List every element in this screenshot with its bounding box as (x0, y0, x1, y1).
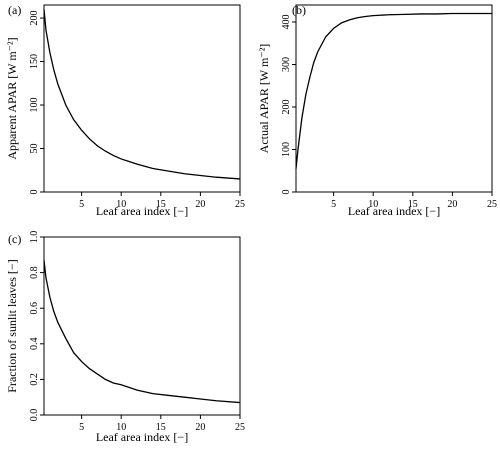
series-line (295, 12, 492, 169)
panel-2: 5 10 15 20 25 0 100 200 300 400(b) Leaf area index… (257, 3, 497, 218)
x-tick-label: 15 (156, 199, 166, 210)
y-tick-label: 0.0 (29, 409, 40, 422)
x-tick-label: 25 (235, 199, 245, 210)
y-tick-label: 50 (29, 144, 40, 154)
y-tick-label: 1.0 (29, 231, 40, 244)
x-tick-label: 5 (79, 199, 84, 210)
y-tick-label: 0.4 (29, 338, 40, 351)
y-axis-label: Fraction of sunlit leaves [−] (5, 259, 19, 392)
x-tick-label: 5 (79, 422, 84, 433)
x-axis-label: Leaf area index [−] (96, 204, 188, 218)
y-tick-label: 100 (29, 98, 40, 113)
panel-label: (b) (292, 3, 306, 17)
panel-label: (a) (8, 3, 21, 17)
y-tick-label: 0.6 (29, 302, 40, 315)
series-line (43, 260, 241, 404)
y-tick-label: 0.2 (29, 373, 40, 386)
x-tick-label: 20 (195, 422, 205, 433)
y-tick-label: 200 (281, 100, 292, 115)
y-tick-label: 400 (281, 15, 292, 30)
x-tick-label: 20 (447, 199, 457, 210)
x-tick-label: 20 (195, 199, 205, 210)
y-axis-label: Actual APAR [W m⁻²] (257, 44, 271, 154)
x-tick-label: 5 (331, 199, 336, 210)
x-axis-label: Leaf area index [−] (96, 430, 188, 444)
x-tick-label: 10 (116, 422, 126, 433)
panel-1: 5 10 15 20 25 0 50 100 150 200 (a) Leaf area index … (5, 3, 245, 218)
x-tick-label: 10 (368, 199, 378, 210)
x-tick-label: 25 (235, 422, 245, 433)
y-tick-label: 300 (281, 57, 292, 72)
plot-frame (43, 4, 241, 193)
y-tick-label: 200 (29, 11, 40, 26)
plot-frame (295, 4, 493, 193)
x-tick-label: 10 (116, 199, 126, 210)
x-axis-label: Leaf area index [−] (348, 204, 440, 218)
x-tick-label: 15 (156, 422, 166, 433)
panel-3: 5 10 15 20 25 0.0 0.2 0.4 0.6 0.8 1.0 (c) Leaf area … (5, 231, 245, 444)
y-tick-label: 150 (29, 54, 40, 69)
y-axis-label: Apparent APAR [W m⁻²] (5, 37, 19, 159)
y-tick-label: 0 (29, 190, 40, 195)
series-line (43, 9, 241, 180)
y-tick-label: 100 (281, 142, 292, 157)
x-tick-label: 15 (408, 199, 418, 210)
panel-label: (c) (8, 232, 21, 246)
y-tick-label: 0.8 (29, 266, 40, 279)
x-tick-label: 25 (487, 199, 497, 210)
y-tick-label: 0 (281, 190, 292, 195)
plot-frame (43, 236, 241, 416)
